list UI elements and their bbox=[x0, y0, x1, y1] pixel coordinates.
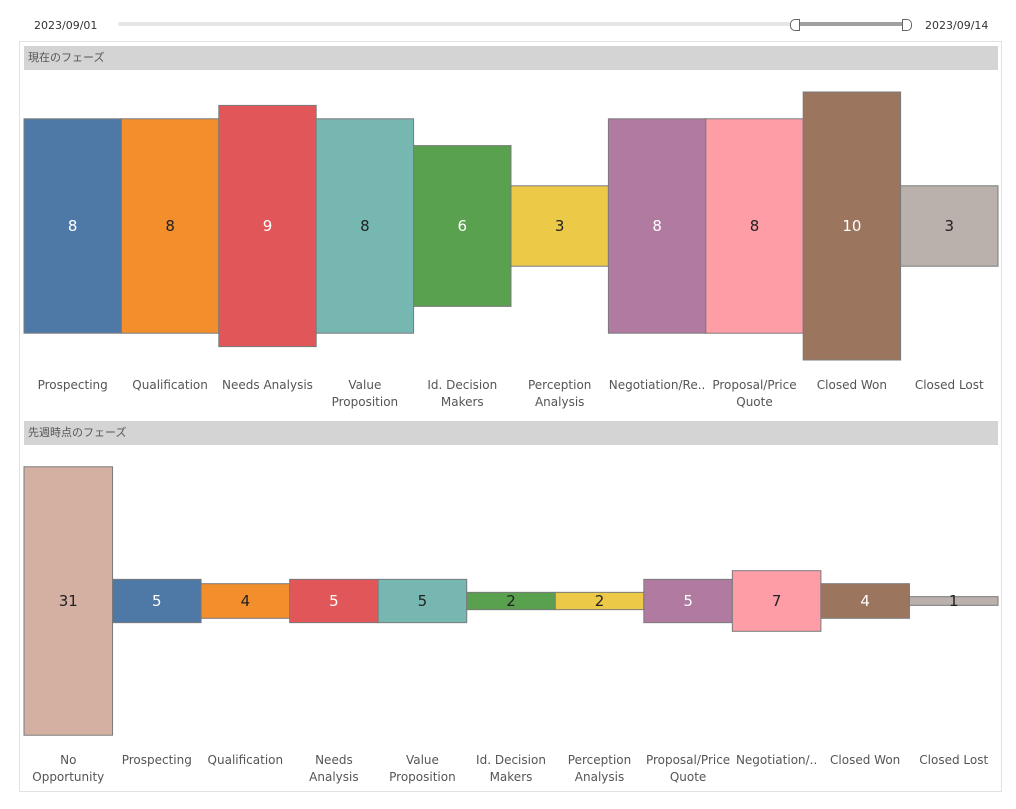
bar-qualification[interactable] bbox=[200, 583, 291, 619]
category-label-closed-lost: Closed Lost bbox=[919, 753, 989, 767]
bar-needs-analysis[interactable] bbox=[289, 578, 379, 624]
bar-negotiation-re[interactable] bbox=[607, 118, 707, 334]
category-label-no-opportunity: No Opportunity bbox=[32, 753, 105, 784]
bar-value-proposition[interactable] bbox=[315, 118, 415, 334]
bar-proposal-price-quote[interactable] bbox=[643, 578, 733, 624]
data-label-needs-analysis: 9 bbox=[263, 217, 273, 235]
data-label-value-proposition: 8 bbox=[360, 217, 370, 235]
data-label-prospecting: 8 bbox=[68, 217, 78, 235]
data-label-qualification: 8 bbox=[165, 217, 175, 235]
date-slider-range[interactable] bbox=[794, 22, 908, 26]
date-slider-end-handle[interactable] bbox=[902, 19, 912, 31]
category-label-proposal-price-quote: Proposal/Price Quote bbox=[712, 378, 797, 409]
data-label-negotiation: 7 bbox=[772, 592, 782, 610]
category-label-value-proposition: Value Proposition bbox=[331, 378, 399, 409]
bar-no-opportunity[interactable] bbox=[23, 466, 114, 736]
category-label-perception-analysis: Perception Analysis bbox=[567, 753, 632, 784]
bar-proposal-price-quote[interactable] bbox=[705, 118, 804, 334]
category-label-prospecting: Prospecting bbox=[121, 753, 192, 767]
date-range-start: 2023/09/01 bbox=[34, 19, 98, 32]
category-label-closed-won: Closed Won bbox=[830, 753, 901, 767]
data-label-perception-analysis: 2 bbox=[595, 592, 605, 610]
data-label-needs-analysis: 5 bbox=[329, 592, 339, 610]
bar-prospecting[interactable] bbox=[112, 578, 202, 624]
date-range-end: 2023/09/14 bbox=[925, 19, 989, 32]
data-label-prospecting: 5 bbox=[152, 592, 162, 610]
data-label-id-decision-makers: 6 bbox=[458, 217, 468, 235]
bar-closed-lost[interactable] bbox=[908, 596, 999, 606]
data-label-no-opportunity: 31 bbox=[59, 592, 78, 610]
bar-closed-won[interactable] bbox=[802, 91, 902, 361]
data-label-negotiation-re: 8 bbox=[652, 217, 662, 235]
data-label-value-proposition: 5 bbox=[418, 592, 428, 610]
category-label-qualification: Qualification bbox=[132, 378, 208, 392]
category-label-prospecting: Prospecting bbox=[37, 378, 108, 392]
category-label-id-decision-makers: Id. Decision Makers bbox=[427, 378, 498, 409]
last-week-phase-chart: 31 5 4 5 5 2 2 5 7 4 1 bbox=[23, 466, 999, 736]
category-label-closed-lost: Closed Lost bbox=[914, 378, 984, 392]
category-label-value-proposition: Value Proposition bbox=[389, 753, 456, 784]
category-label-needs-analysis: Needs Analysis bbox=[222, 378, 313, 392]
category-label-closed-won: Closed Won bbox=[816, 378, 887, 392]
bar-id-decision-makers[interactable] bbox=[413, 145, 512, 307]
current-phase-chart: 8 8 9 8 6 3 8 8 10 3 bbox=[23, 91, 999, 361]
date-slider-track[interactable] bbox=[118, 22, 910, 26]
bar-closed-won[interactable] bbox=[820, 583, 910, 619]
category-label-qualification: Qualification bbox=[207, 753, 284, 767]
category-label-negotiation-re: Negotiation/Re.. bbox=[608, 378, 706, 392]
data-label-closed-won: 10 bbox=[842, 217, 861, 235]
date-slider-start-handle[interactable] bbox=[790, 19, 800, 31]
category-label-negotiation: Negotiation/.. bbox=[735, 753, 818, 767]
category-label-proposal-price-quote: Proposal/Price Quote bbox=[645, 753, 731, 784]
data-label-closed-won: 4 bbox=[860, 592, 870, 610]
data-label-qualification: 4 bbox=[241, 592, 251, 610]
bar-negotiation[interactable] bbox=[731, 570, 822, 632]
data-label-proposal-price-quote: 8 bbox=[750, 217, 760, 235]
data-label-proposal-price-quote: 5 bbox=[683, 592, 693, 610]
category-label-id-decision-makers: Id. Decision Makers bbox=[476, 753, 546, 784]
bar-perception-analysis[interactable] bbox=[510, 185, 609, 267]
bar-qualification[interactable] bbox=[120, 118, 220, 334]
bar-closed-lost[interactable] bbox=[900, 185, 999, 267]
data-label-closed-lost: 1 bbox=[949, 592, 959, 610]
current-phase-header: 現在のフェーズ bbox=[24, 46, 998, 70]
data-label-perception-analysis: 3 bbox=[555, 217, 565, 235]
data-label-id-decision-makers: 2 bbox=[506, 592, 516, 610]
category-label-perception-analysis: Perception Analysis bbox=[527, 378, 592, 409]
dashboard-panel bbox=[19, 41, 1002, 792]
category-label-needs-analysis: Needs Analysis bbox=[309, 753, 359, 784]
data-label-closed-lost: 3 bbox=[945, 217, 955, 235]
bar-value-proposition[interactable] bbox=[377, 578, 468, 624]
last-week-phase-header: 先週時点のフェーズ bbox=[24, 421, 998, 445]
